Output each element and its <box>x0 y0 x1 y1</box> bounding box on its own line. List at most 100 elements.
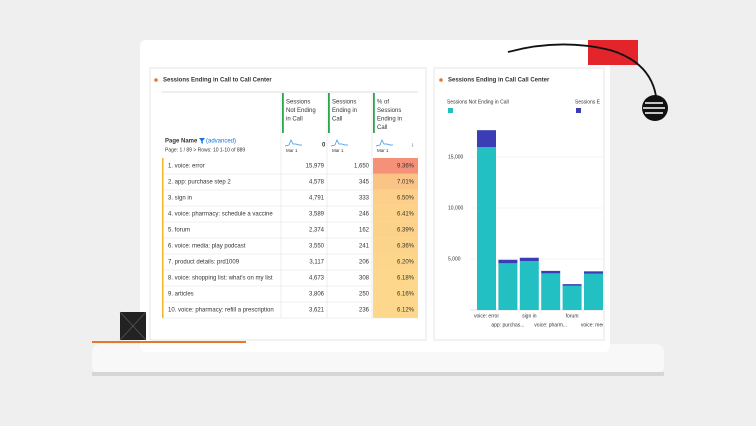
cell-value: 308 <box>359 276 370 282</box>
row-accent <box>162 206 164 222</box>
cell-value: 2,374 <box>309 228 325 234</box>
column-header-accent <box>328 93 330 133</box>
cell-value: 6.50% <box>397 196 415 202</box>
sparkline-label: Mar 1 <box>332 148 344 153</box>
row-accent <box>162 270 164 286</box>
y-tick-label: 10,000 <box>448 205 464 211</box>
bar-segment <box>541 273 561 310</box>
bar-segment <box>584 271 603 274</box>
row-label: 8. voice: shopping list: what's on my li… <box>168 276 273 282</box>
cell-value: 6.39% <box>397 228 415 234</box>
cell-value: 9.36% <box>397 164 415 170</box>
column-header: % of <box>377 100 389 106</box>
heat-cell <box>373 238 418 254</box>
row-accent <box>162 254 164 270</box>
x-tick-label: sign in <box>522 313 537 319</box>
heat-cell <box>373 206 418 222</box>
column-header: Not Ending <box>286 108 316 114</box>
cell-value: 4,578 <box>309 180 325 186</box>
cell-value: 7.01% <box>397 180 415 186</box>
column-header-accent <box>282 93 284 133</box>
decor-red-block <box>588 40 638 65</box>
bar-segment <box>562 285 582 310</box>
cell-value: 15,979 <box>306 164 325 170</box>
sparkline-label: Mar 1 <box>286 148 298 153</box>
column-header: in Call <box>286 117 303 123</box>
row-label: 3. sign in <box>168 196 192 202</box>
heat-cell <box>373 222 418 238</box>
y-tick-label: 15,000 <box>448 154 464 160</box>
legend-swatch <box>576 108 581 113</box>
panel-dot <box>154 78 158 82</box>
dimension-name: Page Name <box>165 139 198 145</box>
cell-value: 3,117 <box>309 260 324 266</box>
bar-segment <box>519 261 539 310</box>
row-accent <box>162 190 164 206</box>
cell-value: 250 <box>359 292 370 298</box>
cell-value: 4,791 <box>309 196 325 202</box>
x-tick-label: app: purchas... <box>491 322 524 328</box>
chart: Sessions Not Ending in Call Sessions E 5,0… <box>447 99 606 328</box>
row-label: 5. forum <box>168 228 190 234</box>
laptop-shadow <box>92 372 664 376</box>
sparkline <box>284 139 302 147</box>
panel-title: Sessions Ending in Call to Call Center <box>163 78 272 84</box>
sort-indicator: 0 <box>322 143 326 149</box>
bar-segment <box>541 270 561 274</box>
row-accent <box>162 222 164 238</box>
x-tick-label: voice: medi <box>581 322 606 328</box>
panel-title: Sessions Ending in Call Call Center <box>448 78 550 84</box>
row-label: 10. voice: pharmacy: refill a prescripti… <box>168 308 274 314</box>
bar-segment <box>562 284 582 286</box>
bar-segment <box>498 263 518 310</box>
x-tick-label: voice: error <box>474 313 499 319</box>
heat-cell <box>373 158 418 174</box>
row-accent <box>162 158 164 174</box>
cell-value: 6.12% <box>397 308 415 314</box>
panel-dot <box>439 78 443 82</box>
legend-label: Sessions E <box>575 99 601 105</box>
cell-value: 206 <box>359 260 370 266</box>
cell-value: 345 <box>359 180 370 186</box>
cell-value: 6.20% <box>397 260 415 266</box>
column-header: Sessions <box>377 108 401 114</box>
cell-value: 246 <box>359 212 370 218</box>
cell-value: 4,673 <box>309 276 325 282</box>
row-accent <box>162 286 164 302</box>
row-label: 7. product details: prd1009 <box>168 260 240 266</box>
row-label: 2. app: purchase step 2 <box>168 180 231 186</box>
cell-value: 241 <box>359 244 370 250</box>
bar-segment <box>477 130 496 148</box>
cell-value: 6.41% <box>397 212 415 218</box>
legend-swatch <box>448 108 453 113</box>
row-accent <box>162 302 164 318</box>
x-tick-label: voice: pharm... <box>534 322 567 328</box>
heat-cell <box>373 286 418 302</box>
row-label: 9. articles <box>168 292 194 298</box>
cell-value: 3,806 <box>309 292 325 298</box>
decor-line <box>92 341 246 343</box>
sort-indicator: ↓ <box>411 143 414 149</box>
x-tick-label: forum <box>566 313 579 319</box>
heat-cell <box>373 174 418 190</box>
decor-stripes <box>643 102 665 114</box>
decor-square-lines <box>119 311 147 341</box>
cell-value: 1,650 <box>354 164 370 170</box>
filter-link[interactable]: (advanced) <box>206 139 236 145</box>
heat-cell <box>373 270 418 286</box>
column-header: Sessions <box>332 100 356 106</box>
row-accent <box>162 238 164 254</box>
row-label: 1. voice: error <box>168 164 205 170</box>
bar-segment <box>477 147 496 310</box>
row-label: 4. voice: pharmacy: schedule a vaccine <box>168 212 273 218</box>
bar-segment <box>498 259 518 264</box>
column-header: Call <box>377 125 387 131</box>
column-header-accent <box>373 93 375 133</box>
heat-cell <box>373 254 418 270</box>
cell-value: 6.18% <box>397 276 415 282</box>
column-header: Ending in <box>377 117 402 123</box>
row-accent <box>162 174 164 190</box>
bar-segment <box>519 257 539 262</box>
